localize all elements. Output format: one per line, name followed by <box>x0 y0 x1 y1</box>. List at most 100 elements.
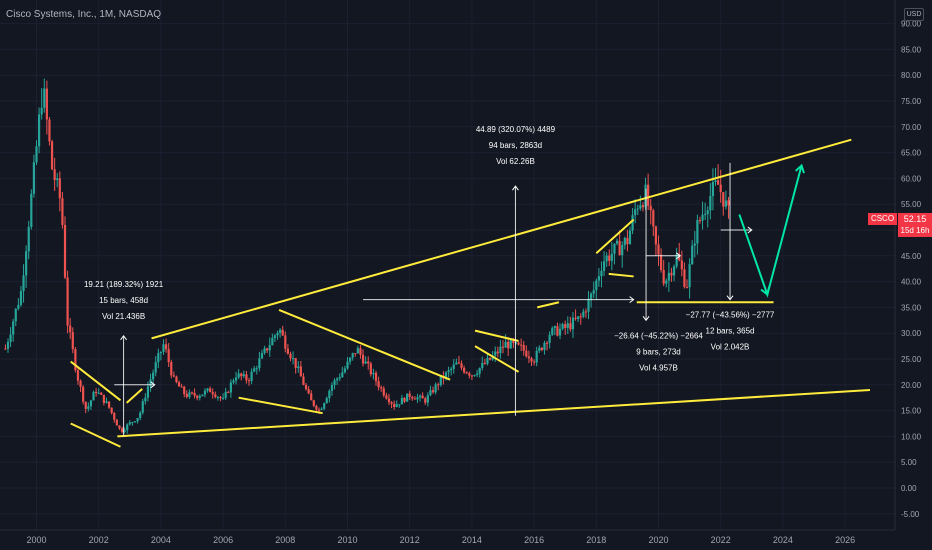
price-label-value: 52.15 <box>898 213 932 225</box>
candle-body <box>66 277 69 326</box>
candle-body <box>76 370 80 381</box>
candle-body <box>675 254 678 267</box>
candle-body <box>348 357 352 362</box>
candle-body <box>600 270 603 277</box>
candle-body <box>520 344 523 346</box>
candle-body <box>299 366 302 377</box>
candle-body <box>92 391 95 401</box>
price-tick-label: 25.00 <box>901 355 922 364</box>
candle-body <box>325 398 328 404</box>
candle-body <box>190 392 194 394</box>
candle-body <box>95 391 98 394</box>
candle-body <box>87 406 90 409</box>
candle-body <box>626 237 629 245</box>
measure-arrowhead <box>747 226 753 234</box>
measure-label: −26.64 (−45.22%) −2664 <box>614 331 703 340</box>
candle-body <box>43 88 46 108</box>
projection <box>738 163 805 298</box>
candle-body <box>12 321 15 335</box>
price-tick-label: 65.00 <box>901 149 922 158</box>
candle-body <box>418 395 422 398</box>
candle-body <box>512 340 515 344</box>
currency-badge[interactable]: USD <box>904 8 924 21</box>
candle-body <box>504 341 507 348</box>
candle-body <box>201 394 204 397</box>
candle-body <box>209 388 212 393</box>
candle-body <box>216 397 220 399</box>
candle-body <box>69 325 72 333</box>
candle-body <box>281 329 284 336</box>
candle-body <box>6 341 10 349</box>
candle-body <box>545 342 549 344</box>
measure-arrowhead <box>726 295 734 301</box>
candle-body <box>152 372 155 380</box>
candle-body <box>693 243 696 246</box>
candle-body <box>683 269 686 287</box>
candle-body <box>670 272 673 276</box>
candle-body <box>139 412 142 419</box>
candle-body <box>530 358 533 362</box>
candle-body <box>240 373 243 377</box>
candle-body <box>268 345 271 351</box>
candle-body <box>113 413 116 420</box>
time-tick-label: 2024 <box>773 535 793 545</box>
candle-body <box>317 409 321 411</box>
candle-body <box>304 384 308 390</box>
time-tick-label: 2010 <box>337 535 357 545</box>
candle-body <box>561 324 564 329</box>
candle-body <box>354 353 357 355</box>
candle-body <box>14 308 17 322</box>
time-axis[interactable]: 2000 2002 2004 2006 2008 2010 2012 2014 2016 2018… <box>26 535 855 545</box>
candle-body <box>533 361 536 363</box>
candle-body <box>149 379 152 387</box>
candle-body <box>315 405 318 410</box>
candle-body <box>398 404 401 406</box>
candle-body <box>260 352 264 359</box>
candle-body <box>71 332 74 350</box>
candle-body <box>444 372 448 379</box>
measure-label: 19.21 (189.32%) 1921 <box>84 280 164 289</box>
candle-body <box>234 377 238 381</box>
candle-body <box>302 376 305 385</box>
candle-body <box>245 374 248 381</box>
candle-body <box>406 393 409 402</box>
candle-body <box>400 397 404 405</box>
candle-body <box>266 348 269 351</box>
candle-body <box>688 264 691 288</box>
candle-body <box>144 397 147 402</box>
candle-body <box>32 162 36 194</box>
candle-body <box>667 272 670 281</box>
candle-body <box>605 255 608 262</box>
candle-body <box>385 395 388 399</box>
price-tick-label: 10.00 <box>901 432 922 441</box>
candle-body <box>488 357 492 360</box>
measure-arrowhead <box>642 315 650 322</box>
trendline <box>595 218 635 254</box>
measure-label: 12 bars, 365d <box>706 327 755 336</box>
candle-body <box>333 380 336 386</box>
candle-body <box>634 209 637 216</box>
price-label-countdown: 15d 16h <box>898 225 932 237</box>
time-tick-label: 2014 <box>462 535 482 545</box>
candle-body <box>196 395 199 398</box>
trendline <box>474 345 520 373</box>
candle-body <box>551 328 554 335</box>
candle-body <box>219 397 222 399</box>
candle-body <box>115 419 118 426</box>
measurements: 19.21 (189.32%) 1921 15 bars, 458d Vol 21.… <box>84 125 775 437</box>
candle-body <box>63 224 67 278</box>
candle-body <box>312 400 315 406</box>
candle-body <box>499 346 502 354</box>
candle-body <box>437 384 440 386</box>
candle-body <box>330 385 334 391</box>
candle-body <box>403 397 406 402</box>
candle-body <box>136 418 139 422</box>
candle-body <box>475 373 479 376</box>
candle-body <box>159 351 162 354</box>
candle-body <box>652 210 655 227</box>
price-axis[interactable]: -5.00 0.00 5.00 10.00 15.00 20.00 25.00 30.00 35… <box>901 20 922 519</box>
candle-body <box>100 392 103 395</box>
candle-body <box>9 334 12 342</box>
candle-body <box>393 403 396 407</box>
